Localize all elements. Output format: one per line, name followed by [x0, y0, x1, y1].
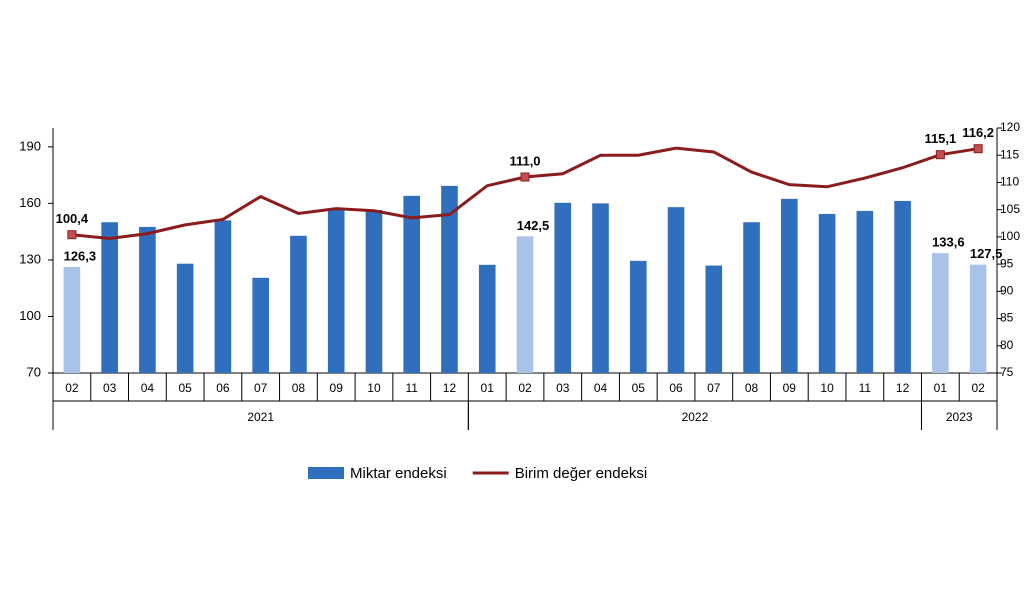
- bar: [705, 265, 723, 373]
- bar: [176, 263, 194, 373]
- x-tick-label: 10: [367, 381, 381, 395]
- bar-value-label: 127,5: [970, 246, 1003, 261]
- x-tick-label: 09: [330, 381, 344, 395]
- bar: [516, 236, 534, 373]
- line-value-label: 115,1: [924, 131, 956, 146]
- line-value-label: 100,4: [56, 211, 89, 226]
- x-tick-label: 02: [971, 381, 985, 395]
- line-marker: [67, 230, 77, 240]
- x-tick-label: 10: [820, 381, 834, 395]
- bar: [327, 209, 345, 373]
- bar: [856, 210, 874, 373]
- bar: [478, 264, 496, 373]
- bar: [365, 209, 383, 373]
- x-tick-label: 09: [783, 381, 797, 395]
- bar: [969, 264, 987, 373]
- line-marker: [935, 150, 945, 160]
- y-tick-label: 190: [19, 138, 41, 153]
- bar: [101, 222, 118, 373]
- x-tick-label: 05: [632, 381, 646, 395]
- y2-tick-label: 115: [1000, 147, 1019, 161]
- x-tick-label: 03: [556, 381, 570, 395]
- x-group-label: 2021: [247, 410, 274, 424]
- x-group-label: 2023: [946, 410, 973, 424]
- bar: [139, 226, 156, 373]
- y-tick-label: 70: [27, 364, 41, 379]
- bar: [932, 253, 949, 373]
- x-tick-label: 04: [594, 381, 608, 395]
- bar: [252, 277, 269, 373]
- line-marker: [973, 144, 983, 154]
- x-tick-label: 08: [292, 381, 306, 395]
- y2-tick-label: 95: [1000, 256, 1014, 270]
- y2-tick-label: 110: [1000, 175, 1019, 189]
- x-tick-label: 11: [859, 381, 872, 395]
- y-tick-label: 130: [19, 251, 41, 266]
- line-value-label: 111,0: [509, 153, 540, 168]
- y2-tick-label: 75: [1000, 365, 1014, 379]
- x-tick-label: 03: [103, 381, 117, 395]
- x-group-label: 2022: [682, 410, 709, 424]
- bar: [441, 185, 458, 373]
- x-tick-label: 01: [481, 381, 495, 395]
- y2-tick-label: 120: [1000, 120, 1020, 134]
- x-tick-label: 08: [745, 381, 759, 395]
- line-value-label: 116,2: [962, 125, 994, 140]
- y-tick-label: 100: [19, 308, 41, 323]
- y2-tick-label: 105: [1000, 202, 1020, 216]
- bar: [629, 260, 647, 373]
- x-tick-label: 04: [141, 381, 155, 395]
- legend-label: Miktar endeksi: [350, 465, 447, 482]
- x-tick-label: 01: [934, 381, 948, 395]
- bar-value-label: 142,5: [517, 218, 550, 233]
- x-tick-label: 12: [896, 381, 910, 395]
- legend-label: Birim değer endeksi: [515, 465, 648, 482]
- bar: [290, 235, 307, 373]
- x-tick-label: 06: [669, 381, 683, 395]
- x-tick-label: 12: [443, 381, 457, 395]
- line-marker: [520, 172, 530, 182]
- y2-tick-label: 100: [1000, 229, 1020, 243]
- bar-value-label: 126,3: [64, 248, 97, 263]
- bar: [214, 220, 232, 373]
- x-tick-label: 05: [178, 381, 192, 395]
- legend-swatch: [308, 467, 344, 479]
- bar-value-label: 133,6: [932, 235, 965, 250]
- bar: [781, 198, 798, 373]
- bar: [403, 195, 421, 373]
- y2-tick-label: 80: [1000, 338, 1014, 352]
- x-tick-label: 07: [707, 381, 721, 395]
- bar: [667, 207, 685, 373]
- bar: [63, 266, 81, 373]
- x-tick-label: 02: [65, 381, 79, 395]
- y2-tick-label: 85: [1000, 311, 1014, 325]
- bar: [818, 213, 836, 373]
- bar: [592, 203, 609, 373]
- y2-tick-label: 90: [1000, 284, 1014, 298]
- y-tick-label: 160: [19, 195, 41, 210]
- x-tick-label: 11: [405, 381, 418, 395]
- x-tick-label: 02: [518, 381, 532, 395]
- x-tick-label: 07: [254, 381, 268, 395]
- x-tick-label: 06: [216, 381, 230, 395]
- bar: [743, 222, 760, 373]
- bar: [894, 200, 911, 373]
- bar: [554, 202, 572, 373]
